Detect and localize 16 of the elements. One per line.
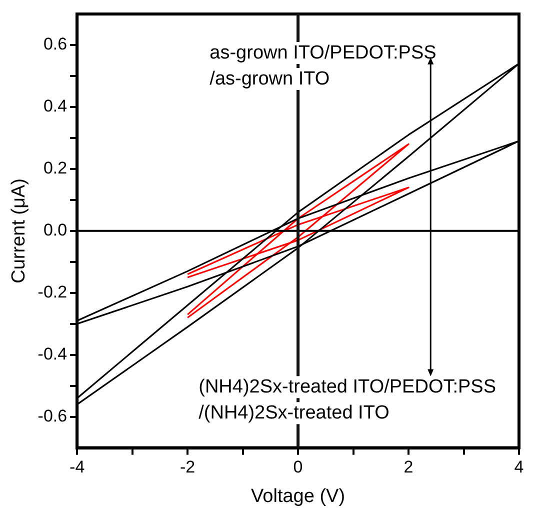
y-tick-label: -0.4	[38, 344, 68, 364]
annotation: (NH4)2Sx-treated ITO/PEDOT:PSS /(NH4)2Sx-treated ITO	[198, 376, 496, 424]
y-tick-label: -0.6	[38, 406, 68, 426]
y-tick-label: -0.2	[38, 282, 68, 302]
y-tick-label: 0.6	[43, 34, 68, 54]
x-tick-label: 4	[514, 458, 524, 477]
y-tick-label: 0.0	[43, 220, 68, 240]
annotation: as-grown ITO/PEDOT:PSS /as-grown ITO	[210, 42, 436, 90]
x-tick-label: 2	[404, 458, 414, 477]
x-tick-label: -2	[180, 458, 196, 477]
y-axis-title: Current (μA)	[8, 178, 30, 284]
x-tick-label: 0	[293, 458, 303, 477]
y-tick-label: 0.4	[43, 96, 68, 116]
y-tick-label: 0.2	[43, 158, 68, 178]
x-axis-title: Voltage (V)	[251, 486, 346, 507]
x-tick-label: -4	[70, 458, 85, 477]
